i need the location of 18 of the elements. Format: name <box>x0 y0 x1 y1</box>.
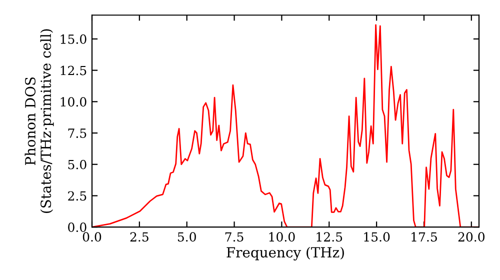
x-axis-title: Frequency (THz) <box>226 246 344 260</box>
y-tick-label: 2.5 <box>68 191 86 201</box>
x-tick-label: 17.5 <box>412 232 437 242</box>
y-tick-label: 10.0 <box>60 97 86 107</box>
y-axis-title: Phonon DOS (States/THz·primitive cell) <box>24 29 54 213</box>
y-tick-label: 12.5 <box>60 66 86 76</box>
x-tick-label: 7.5 <box>225 232 244 242</box>
x-tick-label: 15.0 <box>364 232 390 242</box>
y-tick-label: 7.5 <box>68 128 86 138</box>
x-tick-label: 20.0 <box>458 232 484 242</box>
x-tick-label: 2.5 <box>130 232 148 242</box>
x-tick-label: 12.5 <box>316 232 342 242</box>
x-tick-label: 5.0 <box>178 232 196 242</box>
x-tick-label: 0.0 <box>82 232 102 242</box>
y-tick-label: 15.0 <box>60 34 86 44</box>
x-tick-label: 10.0 <box>269 232 295 242</box>
y-tick-label: 5.0 <box>68 160 86 170</box>
y-tick-label: 0.0 <box>68 222 86 232</box>
